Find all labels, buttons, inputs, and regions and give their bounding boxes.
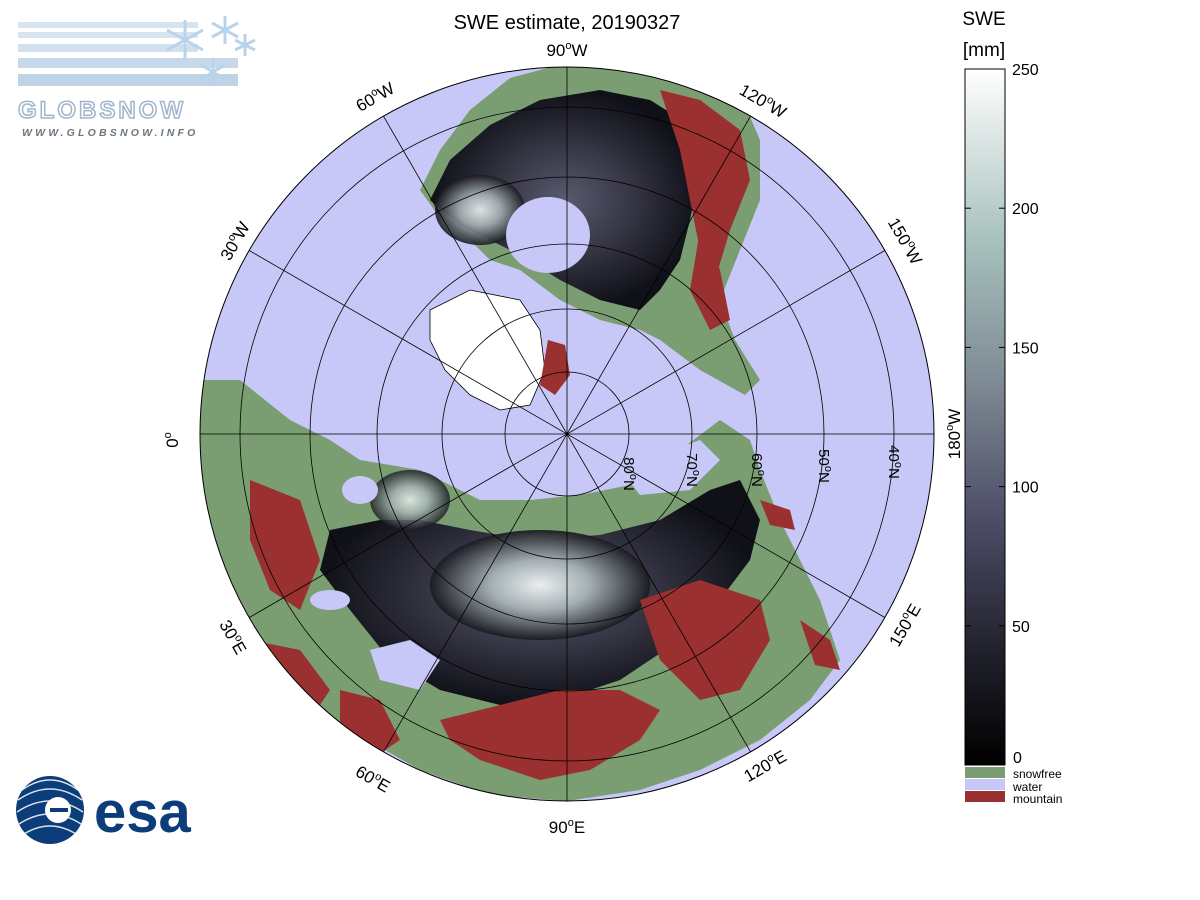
north-america-snow	[430, 90, 700, 310]
globsnow-url: WWW.GLOBSNOW.INFO	[22, 127, 198, 139]
polar-map	[199, 66, 935, 802]
label-180w: 180oW	[944, 409, 964, 460]
colorbar-gradient	[964, 68, 1006, 766]
colorbar: SWE [mm] 0 50 100 150 200 250 snowfree water …	[962, 9, 1062, 806]
legend-label-water: water	[1012, 780, 1042, 794]
label-90e: 90oE	[549, 817, 585, 837]
label-60e: 60oE	[352, 761, 394, 797]
esa-logo: esa	[16, 776, 192, 845]
label-30e: 30oE	[215, 616, 251, 658]
label-90w: 90oW	[546, 40, 587, 60]
legend-label-mountain: mountain	[1013, 792, 1062, 806]
category-legend: snowfree water mountain	[965, 767, 1062, 806]
scandinavia-snow	[370, 470, 450, 530]
map-title: SWE estimate, 20190327	[454, 12, 681, 34]
colorbar-tick-label: 100	[1012, 480, 1039, 497]
eurasia-snow-high	[430, 530, 650, 640]
colorbar-tick-label: 200	[1012, 201, 1039, 218]
colorbar-unit: [mm]	[963, 40, 1005, 61]
esa-wordmark: esa	[94, 780, 192, 845]
legend-swatch-mountain	[965, 791, 1005, 802]
legend-label-snowfree: snowfree	[1013, 767, 1062, 781]
colorbar-tick-label: 50	[1012, 619, 1030, 636]
esa-emblem-icon	[16, 776, 84, 844]
colorbar-tick-label: 150	[1012, 340, 1039, 357]
legend-swatch-snowfree	[965, 767, 1005, 778]
label-60w: 60oW	[352, 78, 398, 116]
colorbar-title: SWE	[962, 9, 1005, 30]
north-america-snow-high	[435, 175, 525, 245]
label-60n: 60oN	[748, 453, 767, 487]
label-40n: 40oN	[885, 445, 904, 479]
label-70n: 70oN	[683, 453, 702, 487]
colorbar-tick-label: 0	[1013, 750, 1022, 767]
label-80n: 80oN	[620, 457, 639, 491]
label-0: 0o	[162, 432, 182, 448]
globsnow-wordmark: GLOBSNOW	[18, 97, 186, 124]
globsnow-logo: GLOBSNOW WWW.GLOBSNOW.INFO	[17, 16, 256, 139]
mountain-regions	[250, 90, 840, 780]
graticule	[199, 66, 935, 802]
hudson-bay-water	[506, 197, 590, 273]
inland-waters	[310, 400, 720, 690]
parallel-labels: 80oN 70oN 60oN 50oN 40oN	[620, 445, 904, 491]
label-50n: 50oN	[815, 449, 834, 483]
snowflake-icon	[166, 16, 256, 86]
legend-swatch-water	[965, 779, 1005, 790]
colorbar-tick-label: 250	[1012, 62, 1039, 79]
colorbar-ticks: 0 50 100 150 200 250	[965, 62, 1039, 767]
